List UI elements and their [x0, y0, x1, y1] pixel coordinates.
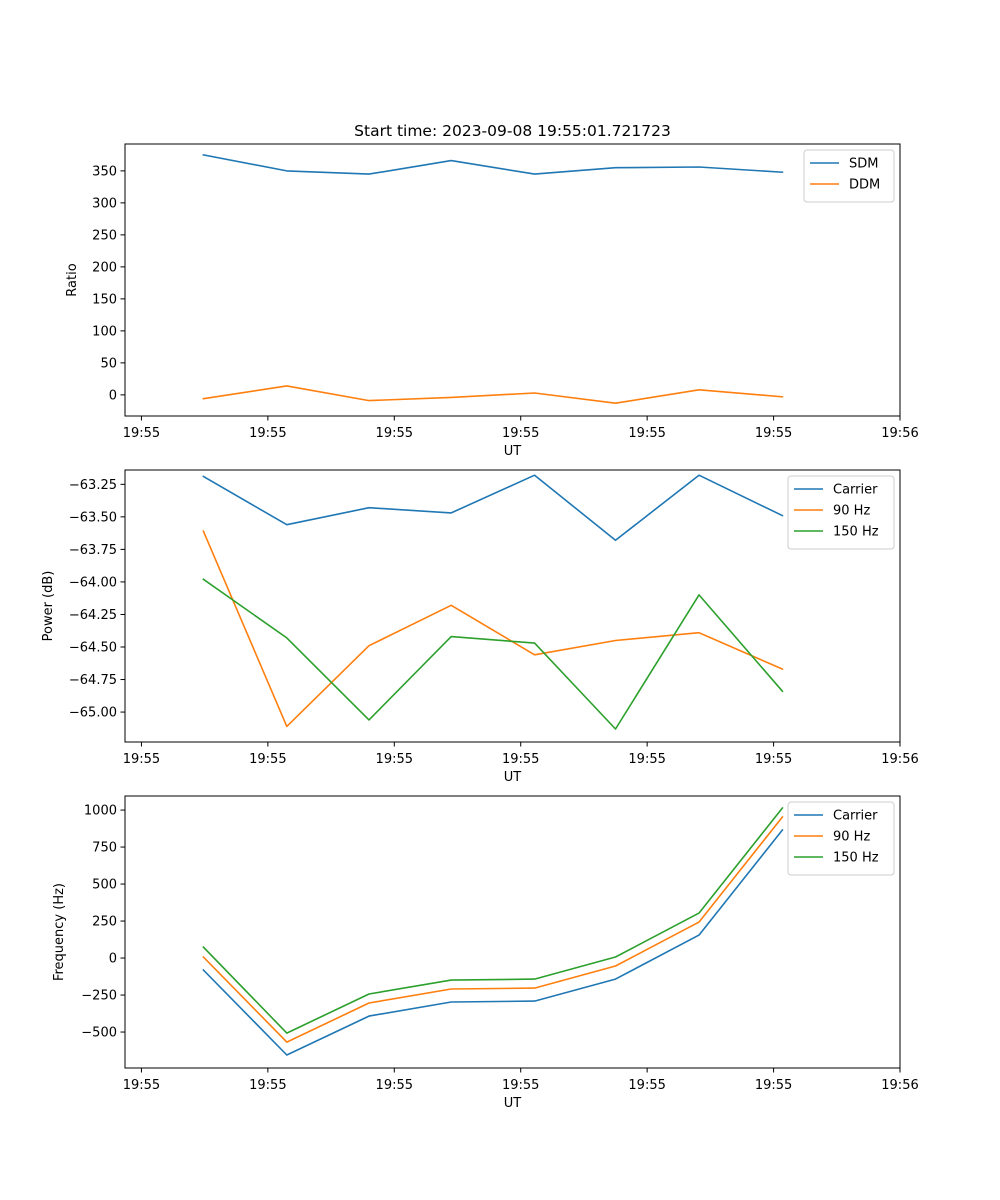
figure-title: Start time: 2023-09-08 19:55:01.721723	[354, 122, 671, 140]
y-tick-label: 250	[92, 915, 117, 930]
series-line-90-hz	[202, 815, 784, 1043]
y-axis-label: Power (dB)	[41, 571, 56, 642]
x-tick-label: 19:55	[628, 426, 665, 441]
x-tick-label: 19:55	[376, 1078, 413, 1093]
legend: Carrier 90 Hz 150 Hz	[787, 475, 895, 550]
legend-entry: 90 Hz	[833, 504, 870, 519]
series-line-150-hz	[202, 578, 784, 730]
x-tick-label: 19:55	[628, 1078, 665, 1093]
legend: Carrier 90 Hz 150 Hz	[787, 801, 895, 876]
y-tick-label: −64.50	[69, 640, 117, 655]
x-tick-label: 19:56	[881, 752, 918, 767]
x-tick-label: 19:55	[502, 426, 539, 441]
x-axis-label: UT	[504, 444, 522, 459]
power-subplot: 19:55 19:55 19:55 19:55 19:55 19:55 19:56 UT −65…	[41, 469, 919, 785]
series-line-carrier	[202, 474, 784, 542]
y-tick-label: 350	[92, 164, 117, 179]
x-tick-label: 19:55	[628, 752, 665, 767]
x-tick-label: 19:56	[881, 1078, 918, 1093]
axes-frame	[124, 469, 901, 743]
y-tick-label: 200	[92, 260, 117, 275]
legend-entry: Carrier	[833, 809, 878, 824]
x-tick-label: 19:55	[249, 752, 286, 767]
y-tick-label: −500	[81, 1026, 117, 1041]
x-tick-label: 19:55	[249, 426, 286, 441]
series-line-150-hz	[202, 806, 784, 1034]
x-tick-label: 19:55	[376, 426, 413, 441]
x-tick-label: 19:55	[755, 752, 792, 767]
y-tick-label: 100	[92, 324, 117, 339]
y-tick-label: −64.00	[69, 575, 117, 590]
y-tick-label: −63.25	[69, 478, 117, 493]
y-axis-label: Ratio	[65, 263, 80, 296]
y-tick-label: −250	[81, 989, 117, 1004]
legend-entry: 90 Hz	[833, 830, 870, 845]
series-line-90-hz	[202, 530, 784, 728]
x-tick-label: 19:55	[502, 752, 539, 767]
x-tick-label: 19:55	[123, 752, 160, 767]
x-tick-label: 19:56	[881, 426, 918, 441]
series-line-carrier	[202, 828, 784, 1056]
axes-frame	[124, 143, 901, 417]
y-tick-label: −63.50	[69, 510, 117, 525]
series-line-sdm	[202, 153, 784, 175]
x-tick-label: 19:55	[502, 1078, 539, 1093]
legend: SDM DDM	[803, 149, 895, 203]
axes-frame	[124, 795, 901, 1069]
x-tick-label: 19:55	[755, 1078, 792, 1093]
y-tick-label: −65.00	[69, 706, 117, 721]
y-tick-label: 750	[92, 841, 117, 856]
x-axis-label: UT	[504, 770, 522, 785]
legend-entry: 150 Hz	[833, 525, 879, 540]
legend-entry: Carrier	[833, 483, 878, 498]
series-line-ddm	[202, 385, 784, 405]
x-tick-label: 19:55	[755, 426, 792, 441]
y-tick-label: 500	[92, 878, 117, 893]
ratio-subplot: 19:55 19:55 19:55 19:55 19:55 19:55 19:56 UT 0 50…	[65, 143, 919, 459]
legend-entry: SDM	[849, 157, 878, 172]
y-tick-label: 0	[109, 388, 117, 403]
frequency-subplot: 19:55 19:55 19:55 19:55 19:55 19:55 19:56 UT −50…	[52, 795, 919, 1111]
y-tick-label: −63.75	[69, 543, 117, 558]
x-tick-label: 19:55	[376, 752, 413, 767]
y-axis-label: Frequency (Hz)	[52, 883, 67, 981]
x-tick-label: 19:55	[249, 1078, 286, 1093]
y-tick-label: −64.25	[69, 608, 117, 623]
x-tick-label: 19:55	[123, 1078, 160, 1093]
legend-entry: DDM	[849, 178, 880, 193]
legend-entry: 150 Hz	[833, 851, 879, 866]
y-tick-label: 250	[92, 228, 117, 243]
x-tick-label: 19:55	[123, 426, 160, 441]
x-axis-label: UT	[504, 1096, 522, 1111]
y-tick-label: 300	[92, 196, 117, 211]
y-tick-label: −64.75	[69, 673, 117, 688]
y-tick-label: 150	[92, 292, 117, 307]
y-tick-label: 0	[109, 952, 117, 967]
y-tick-label: 1000	[84, 804, 117, 819]
y-tick-label: 50	[100, 356, 117, 371]
